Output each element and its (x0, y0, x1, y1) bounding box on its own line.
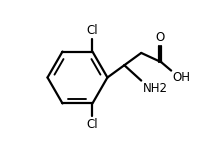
Text: Cl: Cl (87, 24, 98, 37)
Text: NH2: NH2 (143, 82, 168, 95)
Text: Cl: Cl (87, 118, 98, 131)
Text: OH: OH (172, 71, 190, 84)
Text: O: O (155, 31, 165, 44)
